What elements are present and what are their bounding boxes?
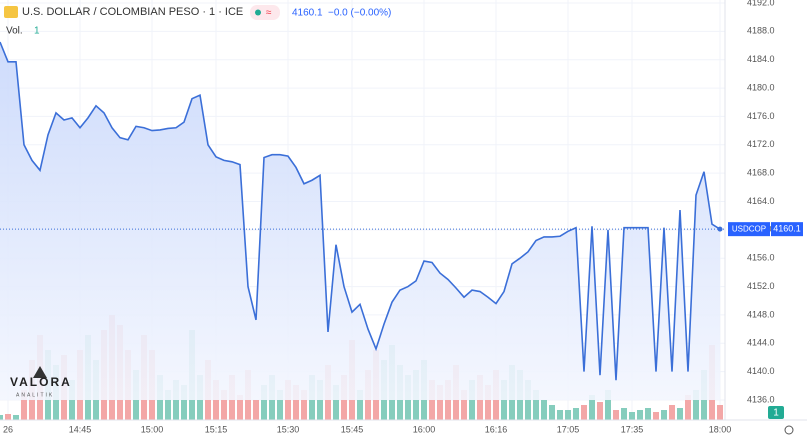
volume-bar [717, 405, 723, 420]
volume-bar [581, 405, 587, 420]
volume-bar [461, 390, 467, 420]
x-tick-label: 15:00 [141, 424, 164, 434]
y-tick-label: 4148.0 [747, 309, 775, 319]
logo-sub: ANALITIK [16, 392, 54, 398]
y-tick-label: 4156.0 [747, 253, 775, 263]
volume-bar [277, 390, 283, 420]
volume-bar [605, 390, 611, 420]
volume-bar [541, 400, 547, 420]
status-pill [250, 5, 280, 20]
volume-bar [693, 390, 699, 420]
x-tick-label: 26 [3, 424, 13, 434]
price-change: −0.0 (−0.00%) [328, 8, 391, 19]
scale-badge[interactable] [768, 406, 784, 419]
y-tick-label: 4176.0 [747, 111, 775, 121]
volume-legend-value: 1 [34, 26, 40, 37]
volume-bar [685, 395, 691, 420]
y-tick-label: 4136.0 [747, 394, 775, 404]
volume-bar [261, 385, 267, 420]
y-tick-label: 4180.0 [747, 82, 775, 92]
volume-legend: Vol. [6, 26, 23, 37]
volume-bar [549, 405, 555, 420]
x-tick-label: 16:16 [485, 424, 508, 434]
volume-bar [13, 415, 19, 420]
volume-bar [293, 385, 299, 420]
status-dot [255, 9, 261, 16]
volume-bar [613, 410, 619, 420]
volume-bar [589, 395, 595, 420]
volume-bar [669, 405, 675, 420]
y-tick-label: 4168.0 [747, 168, 775, 178]
x-tick-label: 15:30 [277, 424, 300, 434]
volume-bar [0, 415, 3, 420]
price-tag-value: 4160.1 [773, 224, 801, 234]
volume-bar [181, 385, 187, 420]
x-tick-label: 17:05 [557, 424, 580, 434]
y-tick-label: 4184.0 [747, 54, 775, 64]
volume-bar [21, 390, 27, 420]
logo-icon [33, 366, 47, 378]
y-tick-label: 4192.0 [747, 0, 775, 7]
settings-icon[interactable] [784, 425, 794, 435]
volume-bar [557, 410, 563, 420]
x-tick-label: 15:45 [341, 424, 364, 434]
volume-bar [565, 410, 571, 420]
volume-bar [301, 390, 307, 420]
x-tick-label: 18:00 [709, 424, 732, 434]
scale-badge-label[interactable]: 1 [773, 408, 779, 419]
volume-bar [357, 390, 363, 420]
plot [0, 0, 725, 420]
x-tick-label: 15:15 [205, 424, 228, 434]
chart-title: U.S. DOLLAR / COLOMBIAN PESO · 1 · ICE [22, 6, 243, 18]
price-tag-symbol: USDCOP [732, 224, 766, 233]
y-tick-label: 4172.0 [747, 139, 775, 149]
volume-bar [253, 400, 259, 420]
volume-bar [237, 395, 243, 420]
y-tick-label: 4188.0 [747, 26, 775, 36]
flag-icon [4, 6, 18, 18]
price-line [0, 41, 721, 381]
volume-bar [437, 385, 443, 420]
logo: VALORA ANALITIK [10, 366, 72, 398]
volume-bar [333, 385, 339, 420]
volume-bar [5, 414, 11, 420]
x-tick-label: 16:00 [413, 424, 436, 434]
volume-bar [165, 390, 171, 420]
y-tick-label: 4144.0 [747, 338, 775, 348]
volume-bar [597, 402, 603, 420]
volume-bar [645, 408, 651, 420]
volume-bar [573, 408, 579, 420]
status-icon: ≈ [266, 8, 272, 19]
price-tag [728, 222, 770, 237]
y-tick-label: 4140.0 [747, 366, 775, 376]
volume-bar [661, 410, 667, 420]
last-price: 4160.1 [292, 8, 323, 19]
volume-bar [653, 412, 659, 420]
area-fill [0, 41, 720, 401]
volume-bar [677, 408, 683, 420]
volume-bar [485, 385, 491, 420]
volume-bar [621, 408, 627, 420]
header: U.S. DOLLAR / COLOMBIAN PESO · 1 · ICE ≈… [4, 5, 391, 37]
x-tick-label: 17:35 [621, 424, 644, 434]
volume-bar [533, 390, 539, 420]
volume-bar [221, 390, 227, 420]
y-tick-label: 4152.0 [747, 281, 775, 291]
volume-bar [637, 410, 643, 420]
x-tick-label: 14:45 [69, 424, 92, 434]
price-tag [771, 222, 803, 237]
volume-bar [629, 412, 635, 420]
y-tick-label: 4164.0 [747, 196, 775, 206]
logo-name: VALORA [10, 375, 72, 389]
